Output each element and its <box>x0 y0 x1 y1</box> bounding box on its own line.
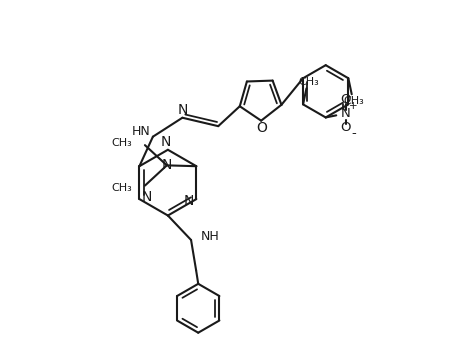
Text: N: N <box>161 135 171 149</box>
Text: CH₃: CH₃ <box>344 96 364 106</box>
Text: N: N <box>341 107 351 120</box>
Text: CH₃: CH₃ <box>112 183 132 193</box>
Text: O: O <box>256 121 267 135</box>
Text: N: N <box>162 158 172 172</box>
Text: CH₃: CH₃ <box>112 138 132 148</box>
Text: +: + <box>349 101 358 111</box>
Text: N: N <box>142 190 152 204</box>
Text: N: N <box>184 194 194 208</box>
Text: N: N <box>178 103 188 117</box>
Text: HN: HN <box>132 125 151 138</box>
Text: O: O <box>341 121 351 135</box>
Text: NH: NH <box>200 230 219 243</box>
Text: O: O <box>341 93 351 106</box>
Text: CH₃: CH₃ <box>298 76 319 87</box>
Text: -: - <box>351 126 356 139</box>
